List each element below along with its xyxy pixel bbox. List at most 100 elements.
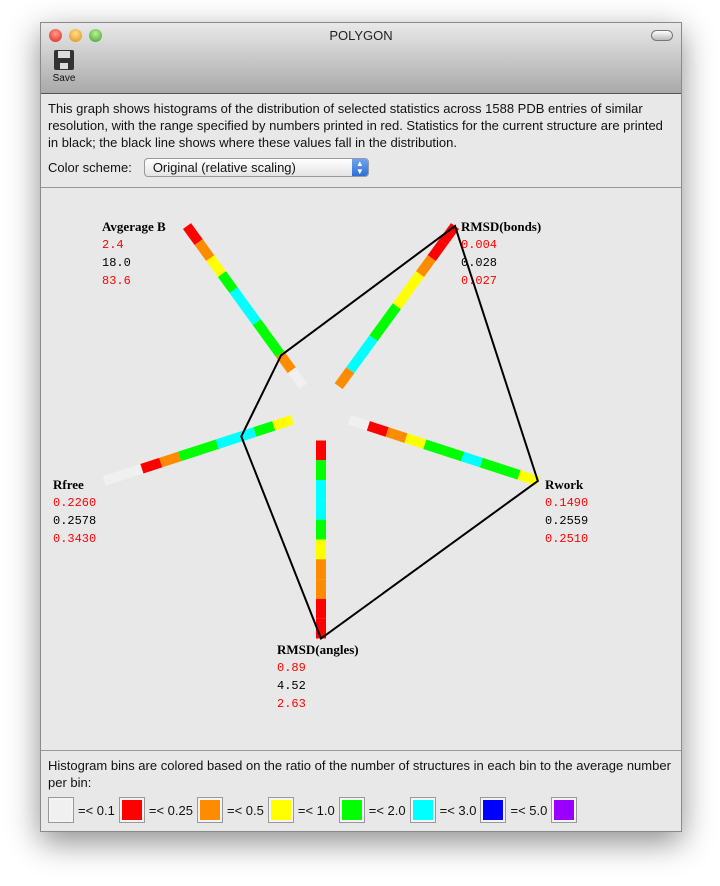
legend-label: =< 0.1	[78, 802, 115, 818]
axis-max: 0.027	[461, 274, 498, 288]
histogram-bin	[498, 463, 521, 480]
axis-label: Rfree 0.2260 0.2578 0.3430	[53, 476, 96, 548]
axis-label: RMSD(bonds) 0.004 0.028 0.027	[461, 218, 541, 290]
legend-label: =< 0.5	[226, 802, 264, 818]
save-label: Save	[52, 73, 76, 84]
axis-min: 0.004	[461, 238, 498, 252]
histogram-bin	[194, 239, 215, 262]
axis-max: 2.63	[277, 697, 306, 711]
histogram-bin	[517, 470, 540, 486]
axis-label: Avgerage B 2.4 18.0 83.6	[102, 218, 166, 290]
legend-label: =< 0.25	[148, 802, 193, 818]
color-scheme-value: Original (relative scaling)	[152, 160, 296, 175]
zoom-button[interactable]	[89, 29, 102, 42]
legend-label: =< 1.0	[297, 802, 335, 818]
histogram-bin	[159, 451, 182, 468]
histogram-bin	[366, 421, 389, 437]
legend-swatch[interactable]	[267, 797, 294, 823]
axis-label: RMSD(angles) 0.89 4.52 2.63	[277, 641, 359, 713]
histogram-bin	[215, 433, 238, 449]
legend-label: =< 3.0	[439, 802, 477, 818]
histogram-bin	[253, 421, 276, 437]
minimize-button[interactable]	[69, 29, 82, 42]
histogram-bin	[385, 427, 408, 443]
description-panel: This graph shows histograms of the distr…	[41, 94, 681, 188]
axis-name: Avgerage B	[102, 219, 166, 234]
histogram-bin	[177, 445, 200, 462]
histogram-bin	[196, 439, 219, 456]
histogram-bin	[404, 271, 425, 294]
legend-label: =< 5.0	[510, 802, 548, 818]
histogram-bin	[264, 335, 285, 358]
histogram-bin	[423, 439, 446, 456]
histogram-bin	[416, 255, 436, 278]
legend-swatch[interactable]	[48, 797, 74, 823]
histogram-bin	[272, 415, 295, 431]
polygon-window: POLYGON Save This graph shows histograms…	[40, 22, 682, 832]
histogram-bin	[252, 319, 273, 342]
axis-current: 0.2578	[53, 514, 97, 528]
close-button[interactable]	[49, 29, 62, 42]
histogram-bin	[217, 271, 238, 294]
axis-max: 0.2510	[545, 532, 589, 546]
color-scheme-select[interactable]: Original (relative scaling) ▲ ▼	[143, 158, 369, 177]
axis-max: 0.3430	[53, 532, 97, 546]
toolbar-toggle-button[interactable]	[651, 30, 673, 41]
axis-min: 0.89	[277, 661, 306, 675]
legend-swatch[interactable]	[196, 797, 223, 823]
histogram-bin	[442, 445, 465, 462]
legend-swatch[interactable]	[551, 797, 578, 823]
histogram-bin	[369, 319, 390, 342]
histogram-bin	[121, 463, 144, 480]
axis-min: 2.4	[102, 238, 124, 252]
histogram-bin	[346, 351, 366, 374]
axis-min: 0.2260	[53, 496, 97, 510]
legend-text: Histogram bins are colored based on the …	[48, 758, 671, 790]
polygon-plot: RMSD(angles) 0.89 4.52 2.63 Rwork 0.1490 0.255…	[41, 188, 681, 751]
histogram-bin	[479, 457, 502, 474]
histogram-bin	[357, 335, 378, 358]
axis-max: 83.6	[102, 274, 131, 288]
axis-current: 0.2559	[545, 514, 589, 528]
legend-panel: Histogram bins are colored based on the …	[41, 751, 681, 829]
histogram-bin	[241, 303, 261, 326]
histogram-bin	[234, 427, 257, 443]
axis-current: 0.028	[461, 256, 498, 270]
floppy-disk-icon	[54, 50, 74, 70]
axis-name: Rwork	[545, 477, 584, 492]
histogram-bin	[404, 433, 427, 449]
histogram-bin	[381, 303, 401, 326]
histogram-bin	[102, 470, 125, 486]
histogram-bin	[287, 367, 308, 390]
histogram-bin	[427, 239, 448, 262]
axis-name: Rfree	[53, 477, 84, 492]
color-scheme-label: Color scheme:	[48, 160, 132, 175]
title-bar: POLYGON Save	[41, 23, 681, 94]
histogram-bin	[182, 223, 203, 246]
legend-swatch[interactable]	[409, 797, 436, 823]
description-text: This graph shows histograms of the distr…	[48, 101, 663, 150]
histogram-bin	[206, 255, 226, 278]
axis-current: 4.52	[277, 679, 306, 693]
histogram-bin	[334, 367, 355, 390]
histogram-bin	[229, 287, 250, 310]
updown-arrows-icon: ▲ ▼	[351, 159, 368, 176]
legend-swatch[interactable]	[480, 797, 507, 823]
current-structure-polygon	[240, 224, 540, 641]
axis-current: 18.0	[102, 256, 131, 270]
histogram-bin	[140, 457, 163, 474]
axis-min: 0.1490	[545, 496, 589, 510]
axis-name: RMSD(bonds)	[461, 219, 542, 234]
histogram-bin	[276, 351, 296, 374]
histogram-bin	[460, 451, 483, 468]
window-title: POLYGON	[329, 28, 393, 43]
axis-name: RMSD(angles)	[277, 642, 359, 657]
save-button[interactable]: Save	[49, 50, 79, 84]
legend-swatch[interactable]	[338, 797, 365, 823]
legend-swatch[interactable]	[118, 797, 145, 823]
histogram-bin	[392, 287, 413, 310]
histogram-bin	[347, 415, 370, 431]
legend-label: =< 2.0	[368, 802, 406, 818]
axis-label: Rwork 0.1490 0.2559 0.2510	[545, 476, 588, 548]
